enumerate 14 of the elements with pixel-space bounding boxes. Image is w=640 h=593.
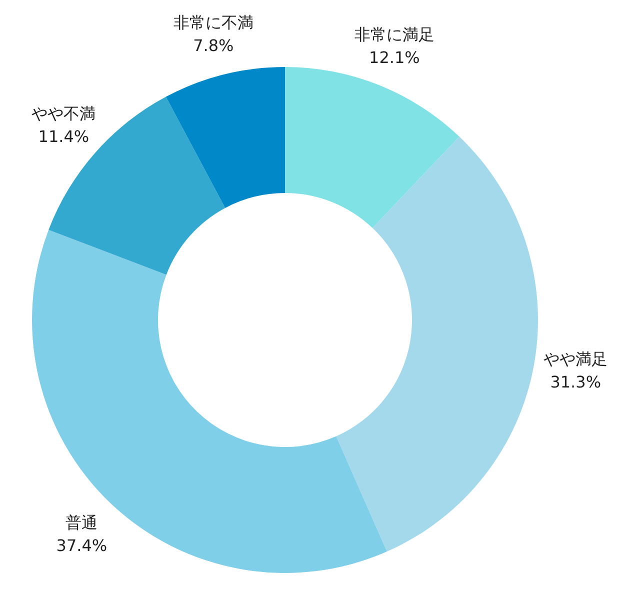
slice-label: やや満足 [544,350,608,369]
data-label: 37.4% [56,536,108,555]
donut-slice [336,136,538,552]
slice-label: 普通 [66,512,98,532]
slice-label: やや不満 [32,104,96,123]
data-label: 11.4% [38,126,90,146]
data-label: 12.1% [369,48,420,68]
data-label: 7.8% [193,36,234,55]
slice-label: 非常に満足 [354,25,434,44]
slice-label: 非常に不満 [173,12,254,32]
donut-slice [166,67,285,208]
donut-slice [32,230,387,573]
data-label: 31.3% [550,372,602,392]
donut-slice [285,67,460,228]
